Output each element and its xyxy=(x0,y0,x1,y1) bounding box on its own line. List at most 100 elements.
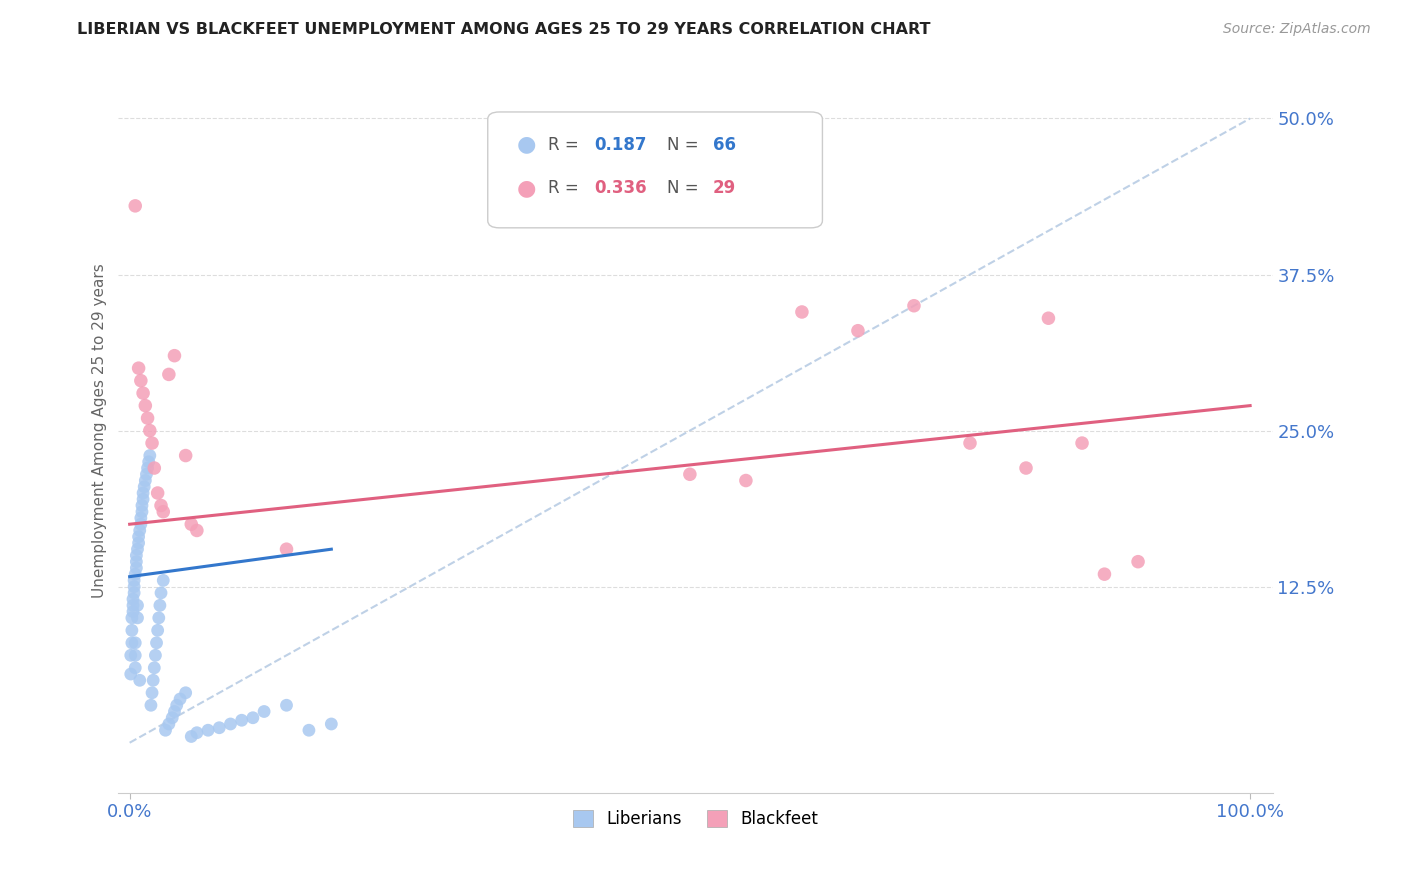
Point xyxy=(1094,567,1116,582)
Text: ●: ● xyxy=(516,178,536,198)
Point xyxy=(122,592,145,607)
Point xyxy=(145,648,167,663)
Text: N =: N = xyxy=(666,136,703,153)
Point xyxy=(152,574,174,588)
Point xyxy=(959,436,981,450)
Point xyxy=(136,461,159,475)
Point xyxy=(186,725,208,739)
Point xyxy=(157,717,180,731)
Point xyxy=(1126,555,1149,569)
Point xyxy=(180,730,202,744)
Point xyxy=(129,511,152,525)
Point xyxy=(138,455,160,469)
Point xyxy=(150,499,173,513)
Point xyxy=(208,721,231,735)
Text: N =: N = xyxy=(666,179,703,197)
Point xyxy=(125,555,148,569)
Point xyxy=(127,599,149,613)
Point xyxy=(174,449,197,463)
Point xyxy=(132,492,155,507)
Point xyxy=(143,461,166,475)
Point xyxy=(163,705,186,719)
Point xyxy=(790,305,813,319)
Text: 0.187: 0.187 xyxy=(593,136,647,153)
Point xyxy=(128,530,150,544)
Point xyxy=(1071,436,1094,450)
Point xyxy=(120,648,142,663)
Point xyxy=(122,586,145,600)
Point xyxy=(134,480,156,494)
Point xyxy=(169,692,191,706)
Point xyxy=(1038,311,1060,326)
Point xyxy=(143,661,166,675)
Point xyxy=(128,673,150,688)
Point xyxy=(124,567,146,582)
Point xyxy=(122,574,145,588)
Point xyxy=(136,411,159,425)
Point xyxy=(139,424,162,438)
Point xyxy=(139,698,162,713)
Point xyxy=(142,673,165,688)
Y-axis label: Unemployment Among Ages 25 to 29 years: Unemployment Among Ages 25 to 29 years xyxy=(93,263,107,598)
Point xyxy=(132,386,155,401)
Text: R =: R = xyxy=(548,136,583,153)
Point xyxy=(155,723,177,738)
Point xyxy=(1015,461,1038,475)
Point xyxy=(131,499,153,513)
Point xyxy=(124,661,146,675)
Point xyxy=(121,624,143,638)
Point xyxy=(174,686,197,700)
Point xyxy=(846,324,869,338)
Point xyxy=(122,580,145,594)
Text: 0.336: 0.336 xyxy=(593,179,647,197)
Point xyxy=(134,399,156,413)
Point xyxy=(141,436,163,450)
Text: ●: ● xyxy=(516,135,536,154)
Point xyxy=(157,368,180,382)
Legend: Liberians, Blackfeet: Liberians, Blackfeet xyxy=(567,804,825,835)
Point xyxy=(128,361,150,376)
Point xyxy=(903,299,925,313)
Point xyxy=(122,605,145,619)
Point xyxy=(128,536,150,550)
Point xyxy=(134,474,156,488)
Point xyxy=(139,449,162,463)
Point xyxy=(231,713,253,727)
Point xyxy=(735,474,758,488)
Point xyxy=(298,723,321,738)
Point xyxy=(129,374,152,388)
Text: Source: ZipAtlas.com: Source: ZipAtlas.com xyxy=(1223,22,1371,37)
Point xyxy=(180,517,202,532)
Point xyxy=(166,698,188,713)
Point xyxy=(131,505,153,519)
Point xyxy=(124,199,146,213)
Point xyxy=(197,723,219,738)
Text: 29: 29 xyxy=(713,179,737,197)
Point xyxy=(121,636,143,650)
Point xyxy=(160,711,183,725)
Point xyxy=(127,611,149,625)
Point xyxy=(145,636,167,650)
FancyBboxPatch shape xyxy=(488,112,823,227)
Point xyxy=(127,542,149,557)
Point xyxy=(124,648,146,663)
Point xyxy=(163,349,186,363)
Point xyxy=(148,611,170,625)
Point xyxy=(124,636,146,650)
Text: 66: 66 xyxy=(713,136,735,153)
Point xyxy=(135,467,157,482)
Point xyxy=(321,717,343,731)
Point xyxy=(120,667,142,681)
Point xyxy=(149,599,172,613)
Point xyxy=(122,599,145,613)
Text: LIBERIAN VS BLACKFEET UNEMPLOYMENT AMONG AGES 25 TO 29 YEARS CORRELATION CHART: LIBERIAN VS BLACKFEET UNEMPLOYMENT AMONG… xyxy=(77,22,931,37)
Point xyxy=(132,486,155,500)
Point xyxy=(276,698,298,713)
Point xyxy=(242,711,264,725)
Point xyxy=(186,524,208,538)
Point xyxy=(146,624,169,638)
Point xyxy=(125,561,148,575)
Point xyxy=(141,686,163,700)
Point xyxy=(129,517,152,532)
Text: R =: R = xyxy=(548,179,583,197)
